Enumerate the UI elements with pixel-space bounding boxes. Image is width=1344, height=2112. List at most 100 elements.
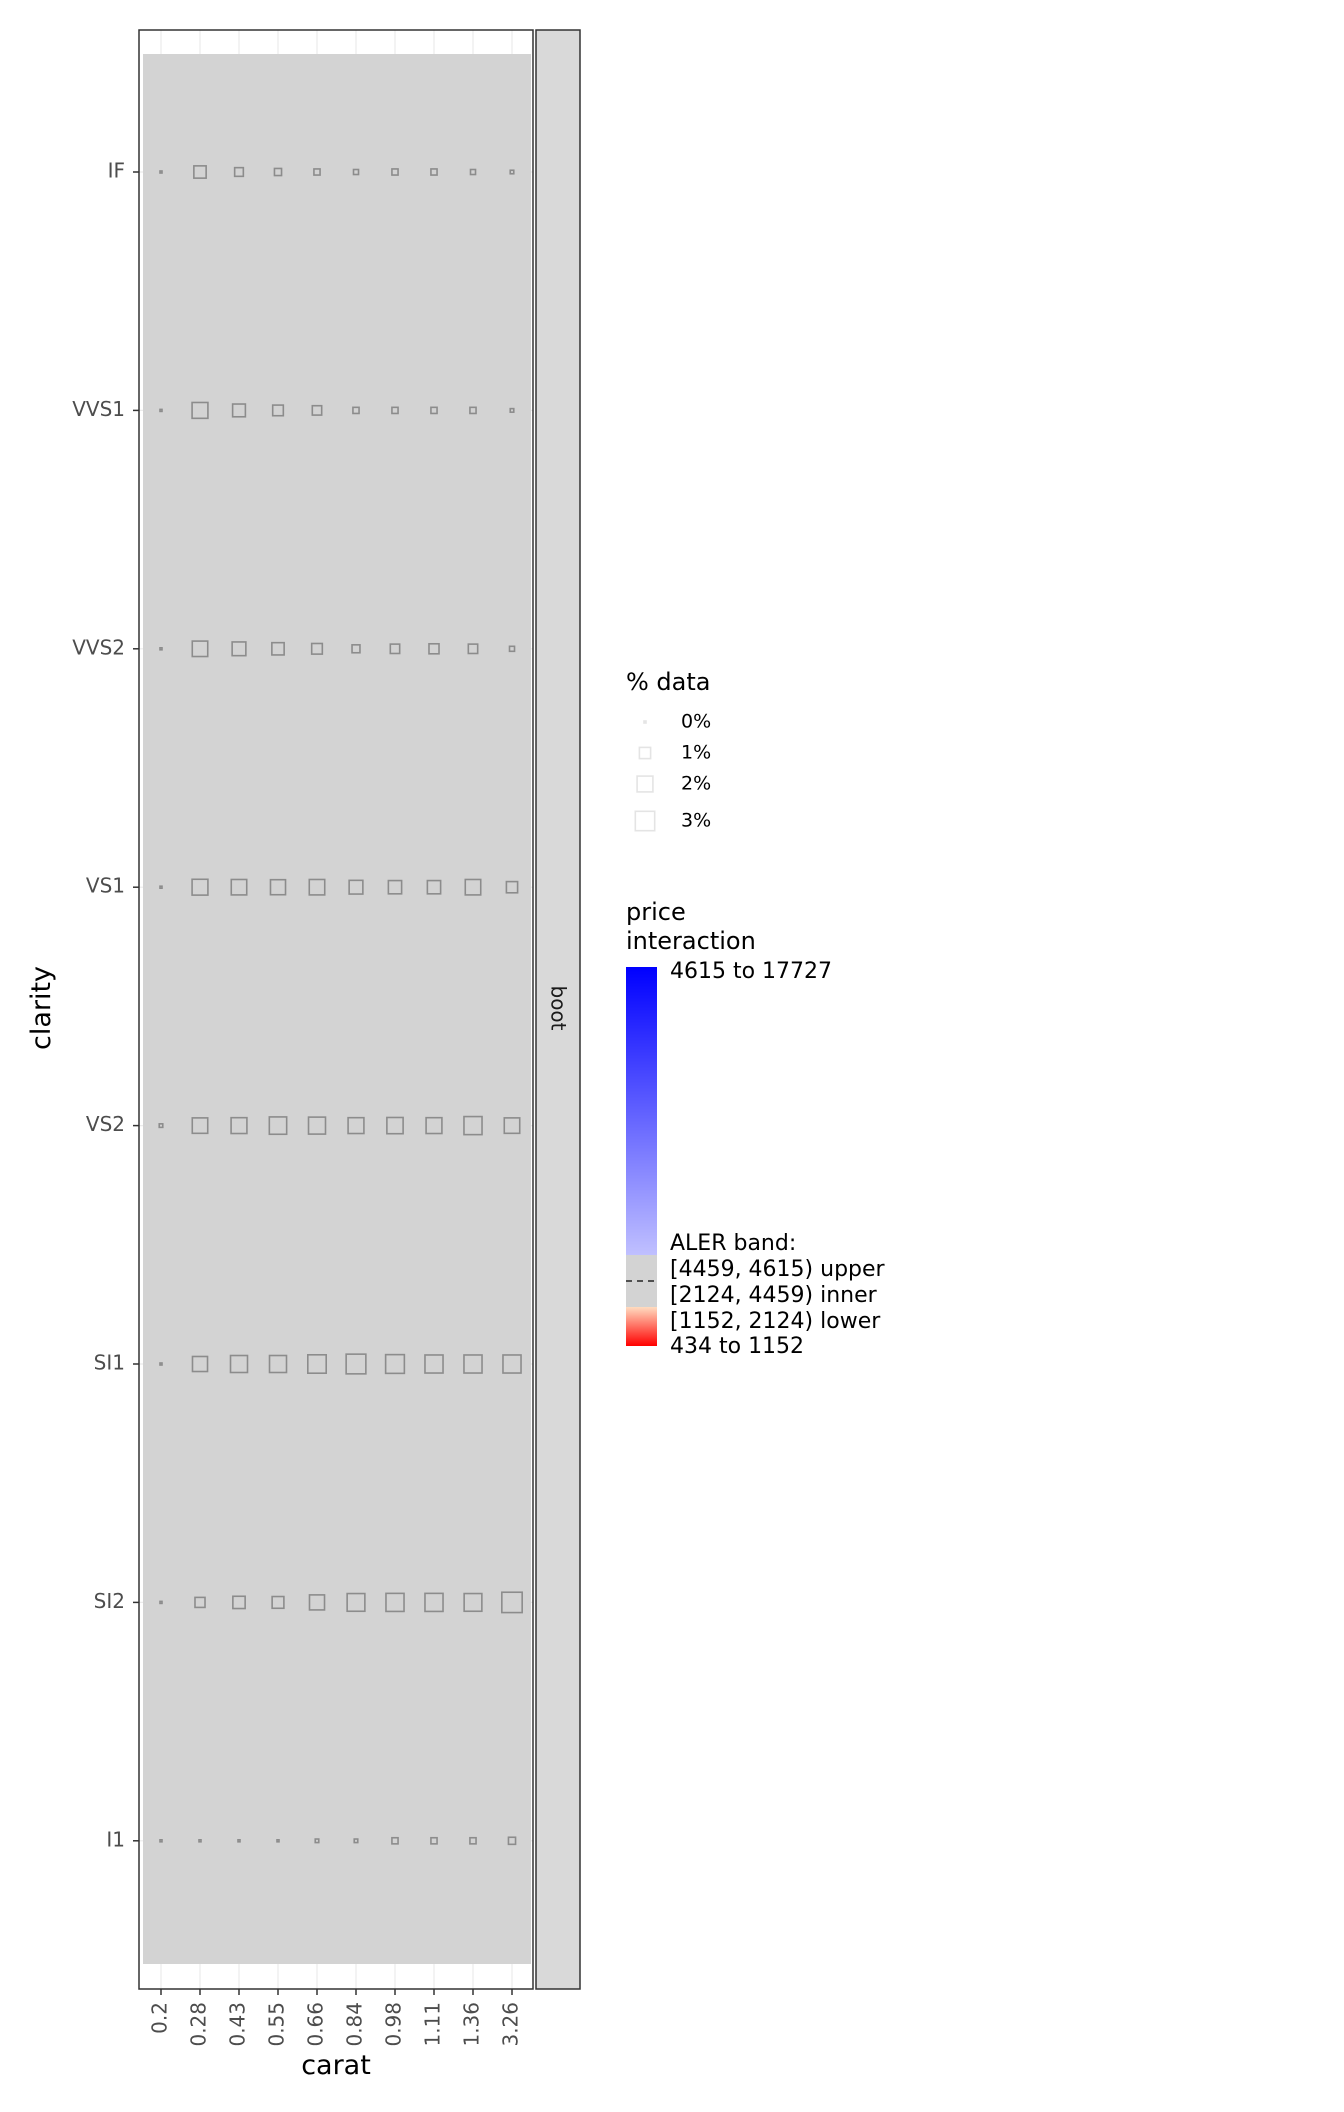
cell-marker xyxy=(310,642,324,655)
x-tick-label: 0.55 xyxy=(265,2002,289,2047)
cell-marker xyxy=(191,640,209,658)
cell-marker xyxy=(193,165,207,179)
cell-marker xyxy=(467,643,479,655)
size-legend-keys: 0% 1% 2% 3% xyxy=(634,711,711,832)
cell-marker xyxy=(230,878,248,896)
cell-marker xyxy=(233,166,245,178)
cell-marker xyxy=(351,644,361,654)
cell-marker xyxy=(348,879,364,895)
y-tick-label: VS1 xyxy=(86,874,125,898)
cell-marker xyxy=(384,1353,406,1375)
cell-marker xyxy=(430,1836,438,1845)
cell-marker xyxy=(268,1354,288,1374)
cell-marker xyxy=(229,1354,249,1374)
color-legend-upper: [4459, 4615) upper xyxy=(670,1257,886,1282)
size-legend-label: 3% xyxy=(681,810,711,832)
cell-marker xyxy=(159,646,163,651)
cell-marker xyxy=(352,406,360,415)
cell-marker xyxy=(159,408,163,413)
cell-marker xyxy=(271,404,285,417)
cell-marker xyxy=(389,643,401,655)
cell-marker xyxy=(271,641,285,656)
size-legend-label: 2% xyxy=(681,773,711,795)
cell-marker xyxy=(313,168,321,176)
cell-marker xyxy=(237,1839,241,1843)
y-axis-title: clarity xyxy=(26,966,57,1050)
cell-marker xyxy=(159,885,163,890)
cell-marker xyxy=(191,1355,209,1373)
cell-marker xyxy=(191,878,209,896)
size-legend-key xyxy=(634,810,656,832)
cell-marker xyxy=(430,168,438,176)
cell-marker xyxy=(159,1839,163,1843)
cell-marker xyxy=(469,406,477,415)
cell-marker xyxy=(464,878,482,896)
cell-marker xyxy=(428,642,440,655)
cell-marker xyxy=(426,879,442,895)
color-legend-top-label: 4615 to 17727 xyxy=(670,959,832,984)
cell-markers xyxy=(158,165,523,1846)
cell-marker xyxy=(505,880,519,894)
y-tick-label: VVS1 xyxy=(72,397,125,421)
size-legend-title: % data xyxy=(626,668,711,696)
x-tick-label: 0.98 xyxy=(382,2002,406,2047)
y-tick-label: SI2 xyxy=(94,1589,125,1613)
cell-marker xyxy=(191,401,209,420)
cell-marker xyxy=(158,1123,164,1129)
x-tick-label: 1.11 xyxy=(421,2002,445,2047)
cell-marker xyxy=(463,1592,483,1613)
cell-marker xyxy=(268,1116,288,1136)
cell-marker xyxy=(308,1594,326,1611)
cell-marker xyxy=(424,1354,444,1374)
cell-marker xyxy=(191,1117,209,1135)
cell-marker xyxy=(508,645,516,653)
cell-marker xyxy=(425,1116,443,1135)
cell-marker xyxy=(308,878,326,896)
size-legend-key xyxy=(636,775,654,793)
x-tick-label: 1.36 xyxy=(460,2002,484,2047)
cell-marker xyxy=(463,1354,483,1374)
cell-marker xyxy=(307,1116,327,1135)
cell-marker xyxy=(430,406,438,415)
facet-strip xyxy=(535,29,581,1990)
cell-marker xyxy=(231,641,247,657)
cell-marker xyxy=(391,168,399,176)
cell-marker xyxy=(345,1353,367,1375)
size-legend: % data 0% 1% 2% 3% xyxy=(626,668,711,832)
cell-marker xyxy=(231,403,247,418)
cell-marker xyxy=(509,407,515,413)
y-tick-label: VS2 xyxy=(86,1112,125,1136)
y-tick-label: I1 xyxy=(106,1827,125,1851)
cell-marker xyxy=(469,168,477,176)
color-legend-title-line1: price xyxy=(626,898,686,926)
cell-marker xyxy=(232,1595,246,1610)
cell-marker xyxy=(159,1362,163,1366)
cell-marker xyxy=(385,1592,405,1613)
color-legend-bottom-label: 434 to 1152 xyxy=(670,1334,804,1359)
color-legend-inner: [2124, 4459) inner xyxy=(670,1283,878,1308)
colorbar-low xyxy=(626,1307,657,1346)
size-legend-key xyxy=(643,720,647,724)
cell-marker xyxy=(198,1839,202,1843)
cell-marker xyxy=(269,878,287,896)
cell-marker xyxy=(347,1116,365,1135)
cell-marker xyxy=(273,167,283,177)
cell-marker xyxy=(346,1592,366,1613)
cell-marker xyxy=(311,404,323,416)
cell-marker xyxy=(276,1839,280,1843)
size-legend-key xyxy=(638,746,652,760)
cell-marker xyxy=(230,1116,248,1135)
cell-marker xyxy=(507,1836,517,1846)
y-axis: IF VVS1 VVS2 VS1 VS2 SI1 SI2 I1 xyxy=(72,159,139,1851)
cell-marker xyxy=(391,1836,399,1845)
cell-marker xyxy=(353,1838,359,1844)
cell-marker xyxy=(391,406,399,415)
interaction-area xyxy=(143,54,531,1964)
y-tick-label: VVS2 xyxy=(72,635,125,659)
color-legend-band-title: ALER band: xyxy=(670,1231,796,1256)
color-legend: price interaction 4615 to 17727 ALER ban… xyxy=(626,898,886,1359)
size-legend-label: 0% xyxy=(681,711,711,733)
cell-marker xyxy=(271,1595,285,1610)
x-tick-label: 3.26 xyxy=(499,2002,523,2047)
